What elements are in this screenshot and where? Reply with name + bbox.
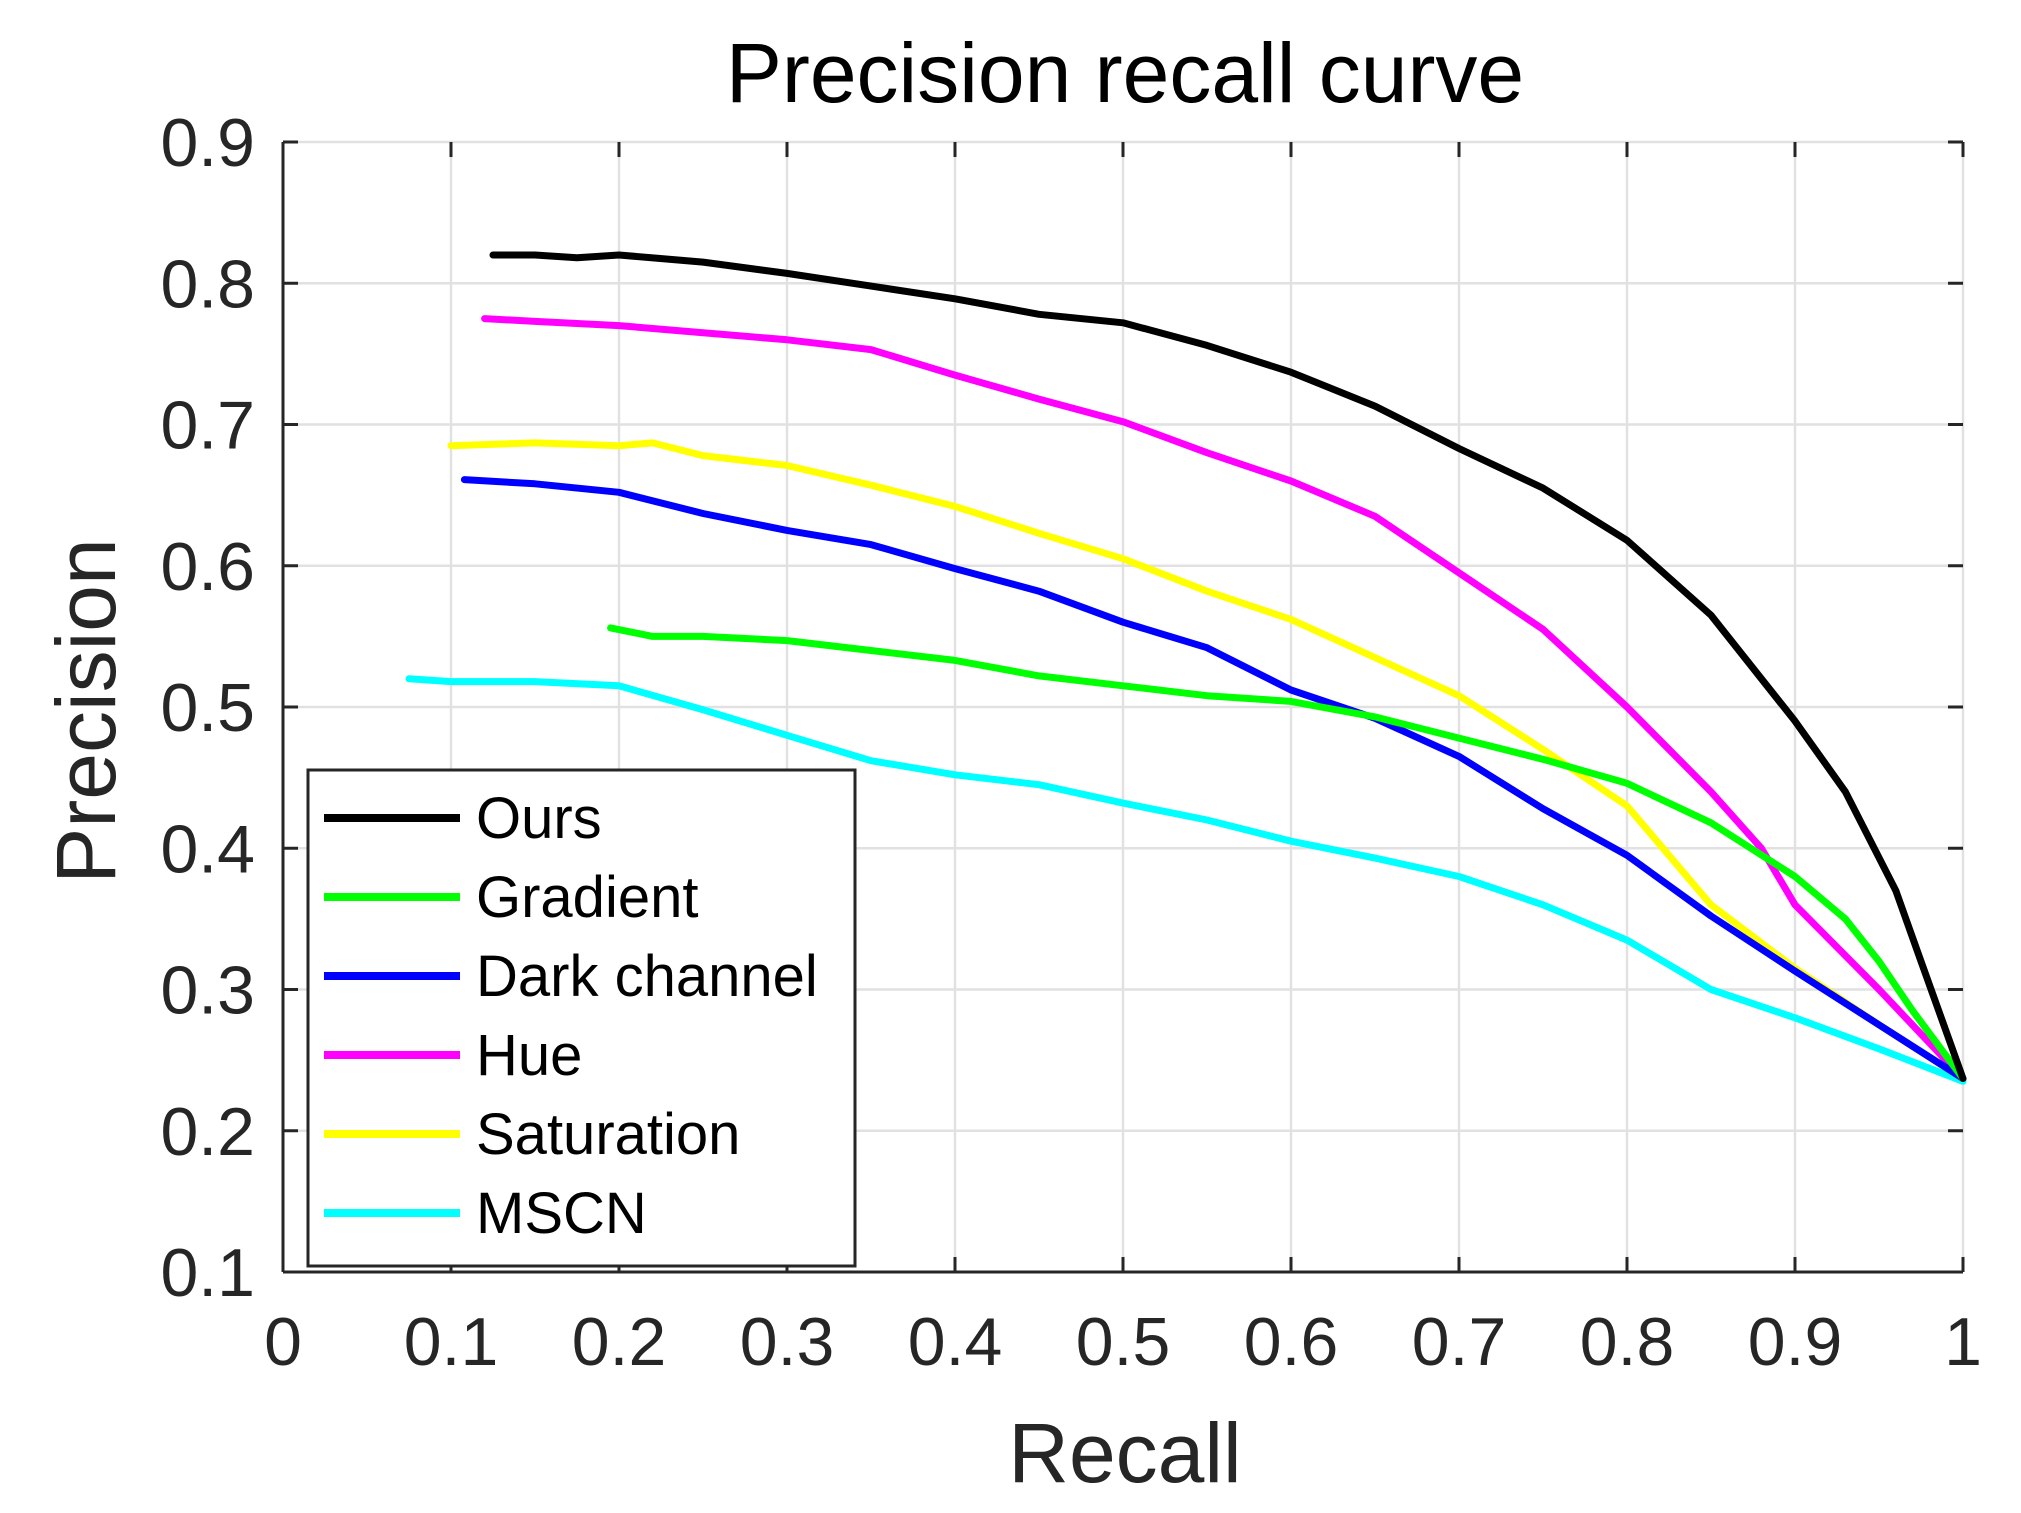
x-tick-label: 0 [264, 1304, 302, 1380]
series-line-mscn [405, 675, 1967, 1085]
series-line-hue [481, 315, 1967, 1082]
series-line-saturation [447, 439, 1967, 1082]
y-tick-label: 0.8 [160, 246, 255, 322]
series-lines [405, 251, 1967, 1085]
y-axis-label: Precision [39, 538, 133, 883]
y-tick-label: 0.5 [160, 670, 255, 746]
legend: Ours Gradient Dark channel Hue Saturation MSC… [306, 768, 857, 1268]
chart-title: Precision recall curve [726, 26, 1524, 120]
legend-label-dark-channel: Dark channel [476, 944, 818, 1009]
y-tick-label: 0.3 [160, 953, 255, 1029]
x-tick-label: 0.3 [740, 1304, 835, 1380]
legend-label-gradient: Gradient [476, 865, 698, 930]
x-tick-label: 0.4 [908, 1304, 1003, 1380]
x-tick-label: 0.2 [572, 1304, 667, 1380]
x-tick-label: 0.9 [1748, 1304, 1843, 1380]
series-line-dark-channel [460, 476, 1967, 1082]
legend-label-mscn: MSCN [476, 1181, 647, 1246]
legend-label-saturation: Saturation [476, 1102, 740, 1167]
y-tick-label: 0.7 [160, 388, 255, 464]
legend-label-hue: Hue [476, 1023, 582, 1088]
y-tick-label: 0.9 [160, 105, 255, 181]
axes: 0 0.1 0.2 0.3 0.4 0.5 0.6 0.7 0.8 0.9 10.10.20.30.… [160, 105, 1981, 1380]
y-tick-label: 0.1 [160, 1235, 255, 1311]
x-tick-label: 0.5 [1076, 1304, 1171, 1380]
series-line-gradient [607, 624, 1967, 1082]
x-axis-label: Recall [1008, 1406, 1241, 1500]
y-tick-label: 0.6 [160, 529, 255, 605]
x-tick-label: 1 [1944, 1304, 1982, 1380]
x-tick-label: 0.7 [1412, 1304, 1507, 1380]
x-tick-label: 0.8 [1580, 1304, 1675, 1380]
legend-label-ours: Ours [476, 786, 602, 851]
y-tick-label: 0.2 [160, 1094, 255, 1170]
x-tick-label: 0.1 [404, 1304, 499, 1380]
y-tick-label: 0.4 [160, 811, 255, 887]
series-line-ours [489, 251, 1967, 1082]
legend-box [306, 768, 857, 1268]
x-tick-label: 0.6 [1244, 1304, 1339, 1380]
